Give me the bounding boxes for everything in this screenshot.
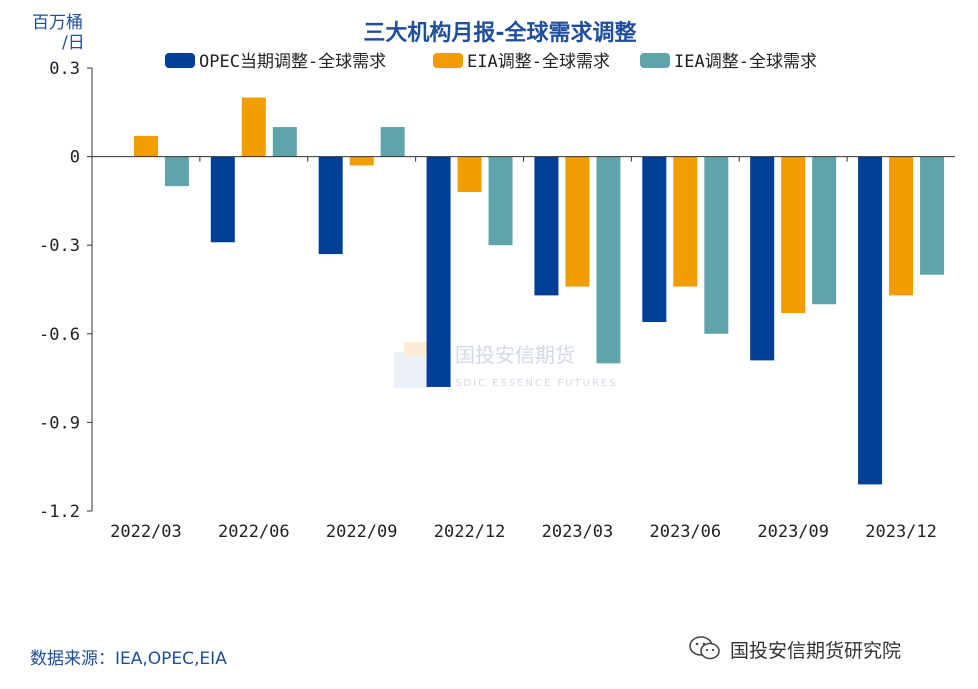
- data-source: 数据来源：IEA,OPEC,EIA: [30, 649, 227, 669]
- legend-label-1: OPEC当期调整-全球需求: [199, 52, 386, 72]
- x-axis: 2022/03 2022/06 2022/09 2022/12 2023/03 2023/…: [92, 156, 955, 542]
- bars: [133, 97, 945, 485]
- bar-3-2022/09: [380, 127, 405, 157]
- bar-2-2023/03: [565, 156, 590, 287]
- x-tick-label: 2022/12: [434, 522, 506, 542]
- legend-label-3: IEA调整-全球需求: [674, 52, 817, 72]
- bar-2-2022/12: [457, 156, 482, 193]
- bar-2-2023/09: [781, 156, 806, 314]
- watermark-logo-icon: [394, 352, 430, 388]
- x-tick-label: 2022/03: [110, 522, 182, 542]
- legend-swatch-3: [640, 53, 670, 68]
- bar-3-2023/12: [920, 156, 945, 275]
- bar-2-2023/06: [673, 156, 698, 287]
- bar-2-2022/03: [133, 135, 158, 157]
- x-tick-label: 2023/06: [649, 522, 721, 542]
- x-tick-label: 2023/12: [865, 522, 937, 542]
- x-tick-label: 2022/06: [218, 522, 290, 542]
- x-tick-label: 2022/09: [326, 522, 398, 542]
- y-tick-label: -0.6: [39, 325, 80, 345]
- y-tick-label: 0.3: [49, 59, 80, 79]
- watermark: 国投安信期货 SDIC ESSENCE FUTURES: [394, 342, 618, 389]
- bar-1-2023/06: [642, 156, 667, 322]
- bar-3-2022/03: [164, 156, 189, 187]
- y-tick-label: 0: [70, 148, 80, 168]
- y-axis-unit-line1: 百万桶: [32, 13, 83, 33]
- y-tick-label: -1.2: [39, 502, 80, 522]
- bar-3-2023/03: [596, 156, 621, 364]
- watermark-logo-accent: [404, 342, 428, 356]
- bar-2-2022/06: [241, 97, 266, 157]
- bar-1-2022/12: [426, 156, 451, 387]
- wechat-icon: [689, 636, 720, 660]
- legend-swatch-1: [165, 53, 195, 68]
- legend-swatch-2: [433, 53, 463, 68]
- bar-3-2022/06: [272, 127, 297, 157]
- bar-2-2022/09: [349, 156, 374, 166]
- bar-3-2023/06: [704, 156, 729, 334]
- y-axis: 0.3 0 -0.3 -0.6 -0.9 -1.2: [39, 59, 93, 522]
- x-tick-label: 2023/09: [757, 522, 829, 542]
- watermark-subtext: SDIC ESSENCE FUTURES: [455, 378, 618, 389]
- x-tick-label: 2023/03: [542, 522, 614, 542]
- y-axis-unit-line2: /日: [62, 33, 85, 53]
- legend: OPEC当期调整-全球需求 EIA调整-全球需求 IEA调整-全球需求: [165, 52, 817, 72]
- y-tick-label: -0.9: [39, 413, 80, 433]
- watermark-text: 国投安信期货: [455, 343, 575, 367]
- bar-1-2023/03: [534, 156, 559, 296]
- bar-1-2022/09: [318, 156, 343, 255]
- bar-1-2023/09: [750, 156, 775, 361]
- bar-1-2022/06: [210, 156, 235, 243]
- chart-title: 三大机构月报-全球需求调整: [363, 20, 636, 46]
- brand-name: 国投安信期货研究院: [730, 640, 902, 662]
- y-tick-label: -0.3: [39, 236, 80, 256]
- bar-3-2023/09: [812, 156, 837, 305]
- bar-1-2023/12: [858, 156, 883, 485]
- bar-3-2022/12: [488, 156, 513, 246]
- bar-2-2023/12: [889, 156, 914, 296]
- legend-label-2: EIA调整-全球需求: [467, 52, 610, 72]
